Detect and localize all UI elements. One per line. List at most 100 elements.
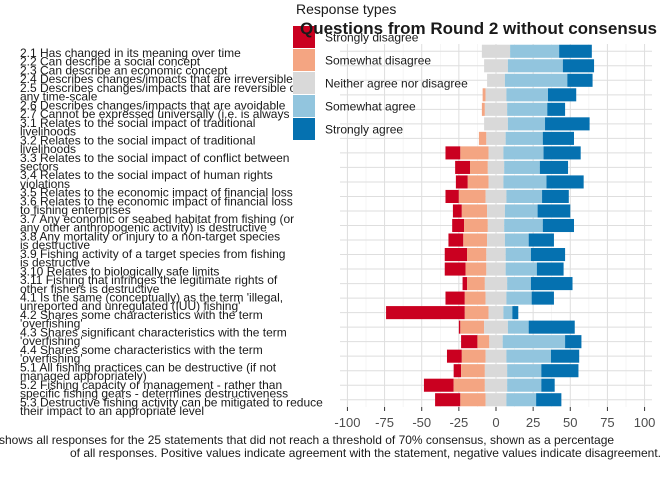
y-axis-labels: 2.1 Has changed in its meaning over time… — [20, 46, 323, 418]
legend-label: Neither agree nor disagree — [325, 77, 468, 91]
bar-segment — [562, 59, 595, 73]
bar-segment — [481, 44, 511, 58]
bar-segment — [464, 218, 488, 233]
x-tick-label: 25 — [526, 415, 540, 430]
y-category-label: 2.3 Can describe an economic concept — [20, 63, 228, 77]
bar-segment — [452, 204, 462, 218]
bar-segment — [455, 160, 470, 174]
x-tick-label: 100 — [634, 415, 656, 430]
y-category-label: 'overfishing' — [20, 317, 83, 331]
bar-segment — [445, 189, 459, 203]
bar-segment — [463, 233, 488, 247]
bar-segment — [487, 204, 505, 218]
bar-segment — [487, 233, 505, 247]
legend-label: Somewhat disagree — [325, 54, 431, 68]
bar-segment — [467, 277, 485, 291]
legend-key — [293, 95, 315, 117]
bar-segment — [505, 262, 537, 276]
y-category-label: 2.5 Describes changes/impacts that are r… — [20, 81, 313, 95]
bar-segment — [453, 364, 462, 378]
bar-segment — [550, 349, 580, 363]
x-tick-label: -100 — [334, 415, 360, 430]
y-category-label: to fishing enterprises — [20, 203, 131, 217]
y-category-label: 3.1 Relates to the social impact of trad… — [20, 116, 255, 130]
bar-segment — [542, 131, 574, 145]
y-category-label: 4.3 Shares significant characteristics w… — [20, 325, 287, 339]
bar-segment — [512, 306, 519, 320]
bar-segment — [461, 349, 486, 363]
bar-segment — [484, 102, 508, 116]
bar-segment — [504, 204, 538, 218]
bar-segment — [453, 378, 485, 392]
y-category-label: 3.9 Fishing activity of a target species… — [20, 247, 285, 261]
y-category-label: 3.3 Relates to the social impact of conf… — [20, 151, 289, 165]
bar-segment — [488, 175, 504, 189]
bar-segment — [486, 262, 506, 276]
caption-line-1: shows all responses for the 25 statement… — [0, 433, 614, 447]
y-category-label: 2.6 Describes changes/impacts that are a… — [20, 98, 286, 112]
legend-key — [293, 72, 315, 94]
bar-segment — [507, 102, 548, 116]
bar-segment — [488, 146, 504, 160]
legend-key — [293, 26, 315, 48]
bar-segment — [462, 277, 468, 291]
y-category-label: violations — [20, 177, 70, 191]
x-tick-label: 0 — [492, 415, 499, 430]
bar-segment — [504, 233, 529, 247]
y-category-label: livelihoods — [20, 142, 76, 156]
bar-segment — [484, 320, 508, 334]
bar-segment — [423, 378, 454, 392]
bar-segment — [503, 146, 544, 160]
bar-segment — [507, 117, 546, 131]
bar-segment — [485, 349, 507, 363]
bar-segment — [487, 73, 505, 87]
y-category-label: 3.10 Relates to biologically safe limits — [20, 264, 219, 278]
bar-segment — [543, 146, 581, 160]
bar-segment — [506, 189, 543, 203]
y-category-label: 4.4 Shares some characteristics with the… — [20, 343, 263, 357]
bar-segment — [446, 349, 462, 363]
bar-segment — [460, 320, 485, 334]
bar-segment — [565, 335, 582, 349]
bar-segment — [461, 335, 478, 349]
bar-segment — [536, 262, 564, 276]
bar-segment — [461, 364, 485, 378]
bar-segment — [548, 88, 577, 102]
bar-segment — [546, 175, 584, 189]
bar-segment — [486, 131, 506, 145]
bar-segment — [460, 393, 486, 407]
y-category-label: 5.2 Fishing capacity or management - rat… — [20, 378, 282, 392]
y-category-label: unreported and unregulated (IUU) fishing… — [20, 299, 240, 313]
y-category-label: 3.5 Relates to the economic impact of fi… — [20, 186, 293, 200]
y-category-label: any time-scale — [20, 90, 98, 104]
y-category-label: 2.1 Has changed in its meaning over time — [20, 46, 241, 60]
bar-segment — [541, 364, 579, 378]
bar-segment — [489, 335, 503, 349]
bar-segment — [452, 218, 465, 233]
bar-segment — [445, 291, 465, 305]
bar-segment — [484, 117, 508, 131]
bar-segment — [435, 393, 461, 407]
y-category-label: 3.4 Relates to the social impact of huma… — [20, 168, 273, 182]
bar-segment — [482, 88, 486, 102]
bar-segment — [467, 175, 489, 189]
y-category-label: 3.6 Relates to the economic impact of fi… — [20, 194, 293, 208]
y-category-label: managed appropriately) — [20, 369, 147, 383]
bar-segment — [506, 291, 532, 305]
bar-segment — [505, 248, 531, 262]
y-category-label: livelihoods — [20, 125, 76, 139]
x-tick-label: 50 — [563, 415, 577, 430]
bar-segment — [559, 44, 592, 58]
bar-segment — [507, 320, 529, 334]
y-category-label: 4.1 Is the same (conceptually) as the te… — [20, 290, 283, 304]
bar-segment — [485, 88, 507, 102]
bars-layer — [386, 44, 595, 407]
y-category-label: 3.7 Any economic or seabed habitat from … — [20, 212, 294, 226]
y-category-label: specific fishing gears - determines dest… — [20, 387, 288, 401]
bar-segment — [470, 160, 488, 174]
bar-segment — [458, 189, 486, 203]
legend-key — [293, 49, 315, 71]
bar-segment — [507, 277, 531, 291]
bar-segment — [507, 378, 542, 392]
bar-segment — [567, 73, 593, 87]
